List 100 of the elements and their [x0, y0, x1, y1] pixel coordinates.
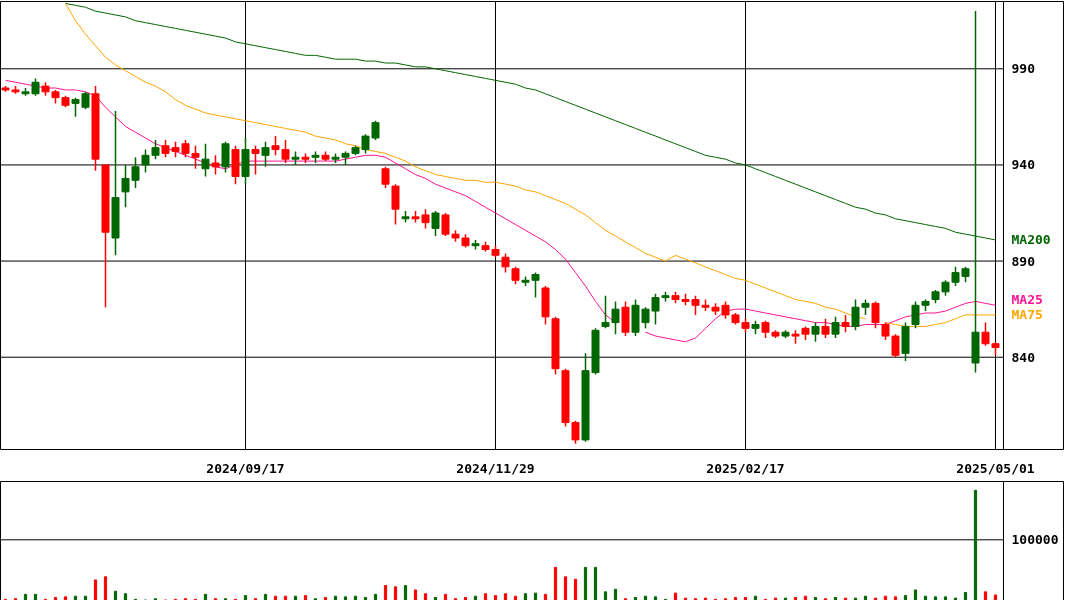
bar — [593, 566, 598, 600]
y-tick-label: 990 — [1011, 61, 1036, 77]
y-tick-label: 840 — [1011, 349, 1036, 365]
candlestick — [391, 183, 400, 226]
bar — [513, 595, 518, 600]
bar — [123, 593, 128, 600]
x-tick-label: 2025/05/01 — [956, 460, 1035, 476]
bar — [323, 596, 328, 600]
candlestick — [221, 141, 230, 174]
candlestick — [151, 139, 160, 160]
bar — [473, 595, 478, 600]
bar — [873, 597, 878, 600]
candlestick — [501, 252, 510, 274]
bar — [23, 593, 28, 600]
bar — [783, 597, 788, 600]
candlestick — [911, 300, 920, 330]
x-tick-label: 2025/02/17 — [706, 460, 785, 476]
bar — [413, 589, 418, 600]
bar — [523, 593, 528, 600]
bar — [613, 588, 618, 600]
candlestick — [831, 316, 840, 339]
bar — [283, 595, 288, 600]
bar — [983, 591, 988, 600]
bar — [803, 595, 808, 600]
bar — [543, 593, 548, 600]
bar — [493, 595, 498, 600]
bar — [813, 596, 818, 600]
candlestick — [531, 271, 540, 299]
bar — [333, 595, 338, 600]
series-label: MA75 — [1011, 307, 1043, 323]
candlestick — [441, 212, 450, 237]
bar — [273, 595, 278, 600]
x-tick-label: 2024/11/29 — [456, 460, 535, 476]
bar — [773, 597, 778, 600]
bar — [943, 596, 948, 600]
bar — [483, 593, 488, 600]
bar — [303, 595, 308, 600]
bar — [743, 596, 748, 600]
candlestick — [981, 321, 990, 347]
bar — [793, 596, 798, 600]
bar — [933, 596, 938, 600]
bar — [243, 595, 248, 600]
candlestick — [201, 143, 210, 178]
bar — [643, 595, 648, 600]
bar — [853, 597, 858, 600]
bar — [993, 594, 998, 600]
candlestick — [871, 300, 880, 330]
candlestick — [211, 154, 220, 176]
bar — [583, 566, 588, 600]
bar — [673, 592, 678, 600]
bar — [533, 592, 538, 600]
bar — [963, 591, 968, 600]
bar — [63, 596, 68, 600]
bar — [883, 595, 888, 600]
bar — [893, 596, 898, 600]
candlestick — [851, 298, 860, 332]
bar — [383, 585, 388, 600]
y-tick-label: 940 — [1011, 157, 1036, 173]
bar — [503, 593, 508, 600]
candlestick — [821, 318, 830, 339]
bar — [753, 595, 758, 600]
bar — [603, 591, 608, 600]
bar — [373, 593, 378, 600]
bar — [443, 593, 448, 600]
y-tick-label: 890 — [1011, 253, 1036, 269]
bar — [573, 578, 578, 600]
bar — [653, 596, 658, 600]
bar — [923, 595, 928, 600]
candlestick — [261, 141, 270, 168]
bar — [103, 576, 108, 600]
candlestick — [141, 148, 150, 174]
bar — [73, 595, 78, 600]
bar — [833, 596, 838, 600]
candlestick — [431, 210, 440, 237]
bar — [353, 595, 358, 600]
x-tick-label: 2024/09/17 — [206, 460, 285, 476]
bar — [53, 596, 58, 600]
bar — [393, 586, 398, 600]
bar — [83, 595, 88, 600]
bar — [263, 593, 268, 600]
bar — [903, 595, 908, 600]
candlestick — [381, 166, 390, 189]
candlestick — [811, 321, 820, 343]
bar — [343, 596, 348, 600]
candlestick — [891, 333, 900, 358]
bar — [33, 593, 38, 600]
candlestick — [251, 144, 260, 176]
bar — [363, 596, 368, 600]
bar — [423, 593, 428, 600]
bar — [113, 590, 118, 600]
bar — [913, 589, 918, 600]
bar — [93, 579, 98, 600]
bar — [683, 597, 688, 600]
bar — [863, 595, 868, 600]
bar — [703, 597, 708, 600]
series-label: MA200 — [1011, 232, 1051, 248]
bar — [953, 597, 958, 600]
bar — [563, 576, 568, 600]
bar — [633, 596, 638, 600]
bar — [293, 595, 298, 600]
